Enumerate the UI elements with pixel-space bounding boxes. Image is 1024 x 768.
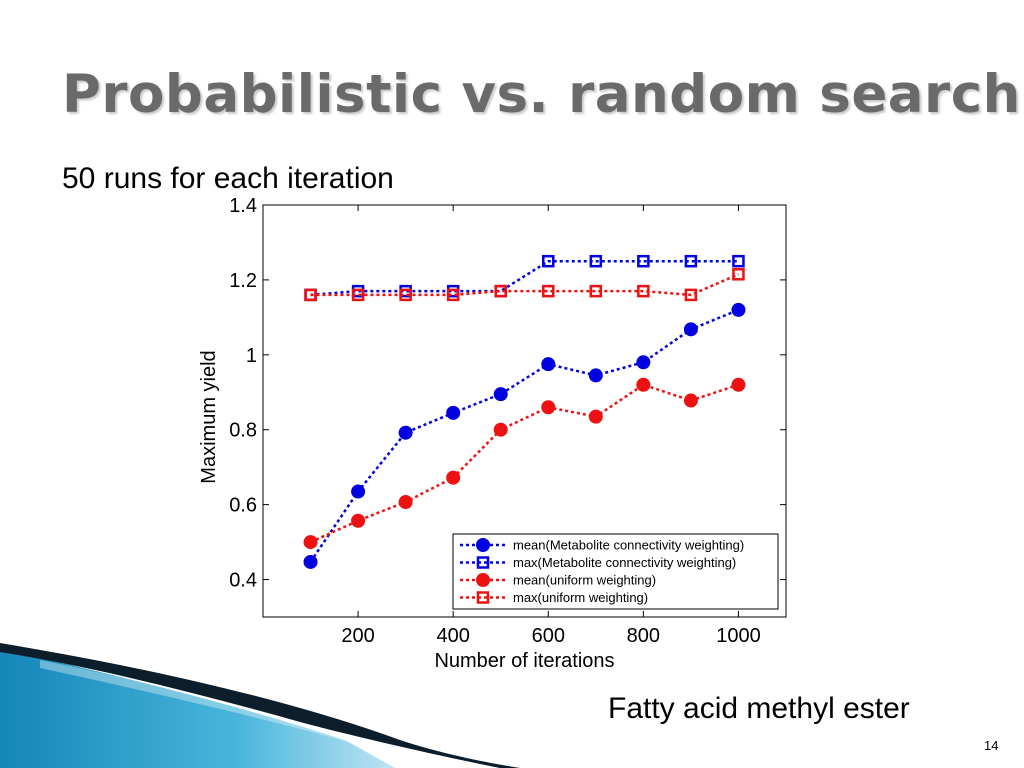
data-point (493, 422, 508, 437)
data-point (683, 393, 698, 408)
series-line (309, 308, 739, 563)
data-point (589, 254, 603, 268)
data-point (303, 535, 318, 550)
data-point (541, 357, 556, 372)
legend-marker (476, 573, 490, 587)
plot-area (262, 204, 787, 618)
slide-subtitle: 50 runs for each iteration (62, 162, 394, 195)
data-point (541, 400, 556, 415)
x-tick-label: 1000 (716, 625, 761, 647)
data-point (542, 254, 555, 268)
data-point (637, 254, 650, 268)
data-point (494, 284, 507, 298)
x-tick-label: 800 (627, 625, 660, 647)
series-3 (304, 268, 745, 302)
y-axis-label: Maximum yield (198, 350, 220, 483)
data-point (542, 284, 555, 298)
x-axis-label: Number of iterations (434, 650, 614, 672)
legend-label: max(uniform weighting) (513, 590, 648, 605)
data-point (732, 254, 745, 268)
data-point (351, 288, 365, 302)
legend: mean(Metabolite connectivity weighting) m… (452, 533, 779, 610)
data-point (731, 377, 746, 392)
data-point (304, 288, 317, 302)
y-tick-label: 1.4 (229, 195, 257, 217)
data-point (588, 368, 603, 383)
legend-label: mean(uniform weighting) (513, 573, 656, 588)
x-tick-label: 200 (341, 625, 374, 647)
legend-box (452, 533, 779, 610)
data-point (398, 495, 413, 510)
data-point (731, 302, 746, 317)
data-point (493, 387, 508, 402)
series-line (309, 383, 739, 544)
y-tick-label: 1 (246, 345, 257, 367)
x-tick-label: 600 (532, 625, 565, 647)
data-point (683, 322, 698, 337)
data-point (588, 409, 603, 424)
data-point (684, 288, 698, 302)
page-number: 14 (984, 738, 999, 753)
legend-marker (476, 556, 490, 569)
legend-label: mean(Metabolite connectivity weighting) (513, 538, 744, 553)
data-point (637, 284, 650, 298)
series-line (310, 273, 739, 297)
data-point (351, 484, 366, 499)
y-tick-label: 0.6 (229, 495, 257, 517)
data-point (399, 288, 412, 302)
legend-label: max(Metabolite connectivity weighting) (513, 555, 736, 570)
y-tick-label: 0.8 (229, 420, 257, 442)
legend-marker (476, 591, 490, 604)
data-point (398, 425, 413, 440)
data-point (589, 284, 603, 298)
series-line (310, 259, 739, 297)
data-point (351, 513, 366, 528)
y-tick-label: 1.2 (229, 270, 257, 292)
data-point (446, 470, 461, 485)
data-point (446, 288, 460, 302)
data-point (636, 355, 651, 370)
y-tick-label: 0.4 (229, 570, 257, 592)
data-point (684, 254, 698, 268)
slide-title: Probabilistic vs. random search (62, 64, 1021, 125)
series-0 (303, 302, 746, 569)
data-point (446, 405, 461, 420)
legend-marker (476, 538, 490, 552)
data-point (303, 554, 318, 569)
chart-caption: Fatty acid methyl ester (608, 692, 910, 725)
x-tick-label: 400 (436, 625, 469, 647)
series-2 (303, 377, 746, 550)
data-point (636, 377, 651, 392)
data-point (732, 268, 745, 281)
